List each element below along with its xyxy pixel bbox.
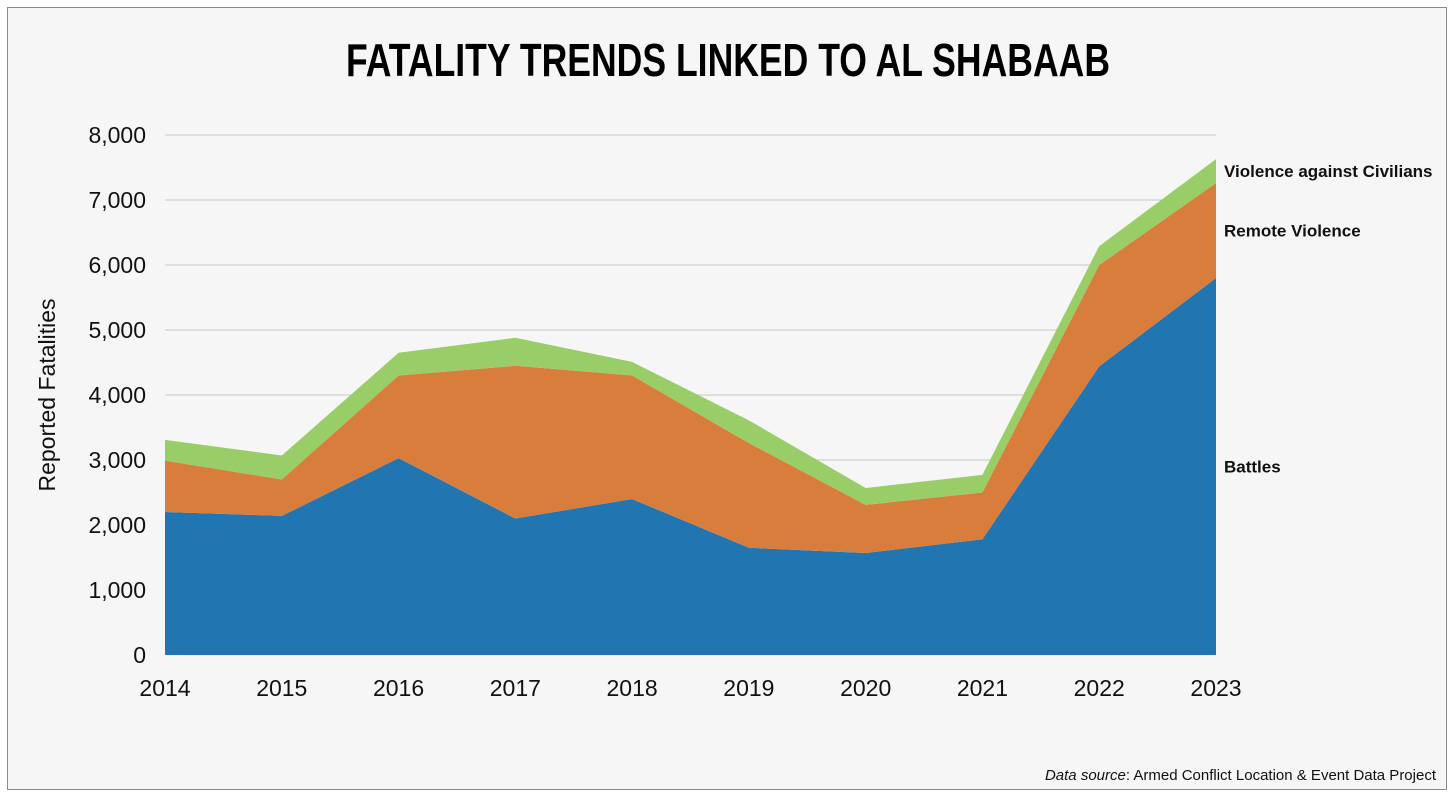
x-tick-label: 2018	[607, 675, 658, 701]
x-tick-label: 2016	[373, 675, 424, 701]
x-tick-label: 2023	[1190, 675, 1241, 701]
x-tick-label: 2022	[1074, 675, 1125, 701]
x-tick-label: 2014	[139, 675, 190, 701]
x-tick-label: 2021	[957, 675, 1008, 701]
x-tick-label: 2020	[840, 675, 891, 701]
series-label-violence-against-civilians: Violence against Civilians	[1224, 162, 1433, 181]
y-tick-label: 3,000	[88, 447, 146, 473]
y-tick-label: 4,000	[88, 382, 146, 408]
x-tick-label: 2017	[490, 675, 541, 701]
stacked-areas	[165, 159, 1216, 655]
data-source-label: Data source	[1045, 767, 1126, 784]
series-label-remote-violence: Remote Violence	[1224, 222, 1361, 241]
y-tick-label: 6,000	[88, 252, 146, 278]
data-source-text: : Armed Conflict Location & Event Data P…	[1126, 767, 1437, 784]
chart-title: FATALITY TRENDS LINKED TO AL SHABAAB	[346, 34, 1110, 86]
y-tick-label: 8,000	[88, 122, 146, 148]
y-tick-label: 0	[133, 642, 146, 668]
area-remote-violence	[165, 183, 1216, 553]
x-axis-ticks: 2014 2015 2016 2017 2018 2019 2020 2021 2022 2023	[139, 675, 1241, 701]
y-axis-ticks: 0 1,000 2,000 3,000 4,000 5,000 6,000 7,000 8,00…	[88, 122, 146, 668]
y-tick-label: 1,000	[88, 577, 146, 603]
y-tick-label: 7,000	[88, 187, 146, 213]
area-violence-against-civilians	[165, 159, 1216, 505]
x-tick-label: 2019	[723, 675, 774, 701]
y-tick-label: 5,000	[88, 317, 146, 343]
data-source-note: Data source: Armed Conflict Location & E…	[1045, 767, 1437, 784]
series-labels: Battles Remote Violence Violence against C…	[1224, 162, 1433, 476]
series-label-battles: Battles	[1224, 458, 1281, 477]
y-axis-label: Reported Fatalities	[34, 298, 60, 491]
x-tick-label: 2015	[256, 675, 307, 701]
y-tick-label: 2,000	[88, 512, 146, 538]
area-battles	[165, 278, 1216, 655]
